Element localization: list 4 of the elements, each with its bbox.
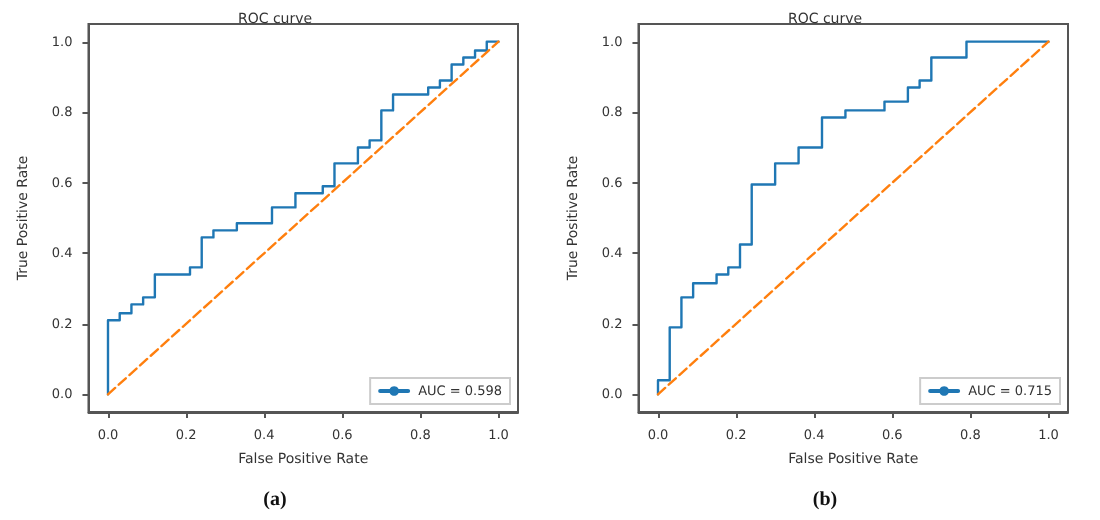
text: (a) bbox=[263, 489, 287, 511]
line-series bbox=[106, 40, 500, 396]
line-series bbox=[656, 40, 1050, 396]
text: (b) bbox=[812, 489, 838, 511]
